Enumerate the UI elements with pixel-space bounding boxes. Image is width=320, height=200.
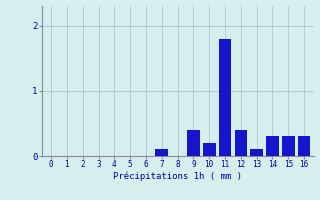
Bar	[203, 143, 216, 156]
Bar	[156, 149, 168, 156]
Bar	[187, 130, 200, 156]
Bar	[235, 130, 247, 156]
Bar	[219, 39, 231, 156]
Bar	[298, 136, 310, 156]
X-axis label: Précipitations 1h ( mm ): Précipitations 1h ( mm )	[113, 172, 242, 181]
Bar	[250, 149, 263, 156]
Bar	[282, 136, 295, 156]
Bar	[266, 136, 279, 156]
